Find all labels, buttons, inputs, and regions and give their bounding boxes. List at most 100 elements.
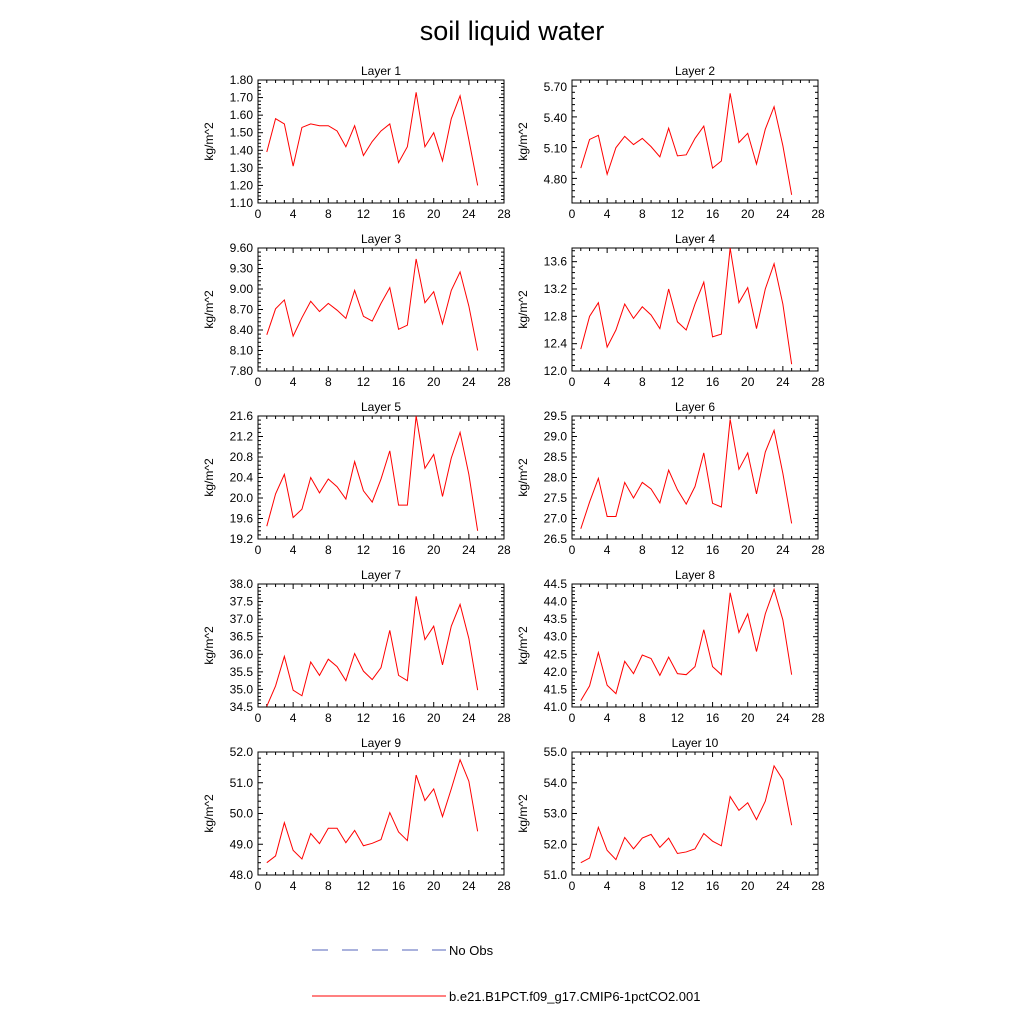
x-tick-label: 24 bbox=[776, 543, 790, 557]
y-tick-label: 7.80 bbox=[230, 364, 254, 378]
y-tick-label: 19.2 bbox=[230, 532, 254, 546]
y-tick-label: 20.4 bbox=[230, 471, 254, 485]
y-tick-label: 21.2 bbox=[230, 430, 254, 444]
y-tick-label: 1.70 bbox=[230, 91, 254, 105]
panel-8: Layer 8 0 4 8 12 16 20 24 28 41.0 41.5 42.0 42.5 43.0… bbox=[516, 568, 825, 725]
x-tick-label: 24 bbox=[776, 711, 790, 725]
x-tick-label: 24 bbox=[462, 879, 476, 893]
y-tick-label: 5.70 bbox=[544, 80, 568, 94]
y-tick-label: 9.60 bbox=[230, 241, 254, 255]
x-tick-label: 4 bbox=[604, 543, 611, 557]
panel-7: Layer 7 0 4 8 12 16 20 24 28 34.5 35.0 35.5 36.0 36.5… bbox=[202, 568, 511, 725]
x-tick-label: 0 bbox=[569, 375, 576, 389]
panel-6: Layer 6 0 4 8 12 16 20 24 28 26.5 27.0 27.5 28.0 28.5… bbox=[516, 400, 825, 557]
y-tick-label: 28.5 bbox=[544, 450, 568, 464]
x-tick-label: 16 bbox=[392, 711, 406, 725]
series-line bbox=[580, 764, 793, 864]
panel-title: Layer 4 bbox=[675, 232, 715, 246]
y-tick-label: 1.50 bbox=[230, 126, 254, 140]
y-tick-label: 28.0 bbox=[544, 471, 568, 485]
panel-title: Layer 9 bbox=[361, 736, 401, 750]
plot-frame bbox=[257, 247, 505, 372]
x-tick-label: 28 bbox=[497, 543, 511, 557]
y-tick-label: 20.8 bbox=[230, 450, 254, 464]
y-axis-label: kg/m^2 bbox=[516, 626, 530, 665]
x-tick-label: 12 bbox=[357, 543, 371, 557]
x-tick-label: 12 bbox=[671, 375, 685, 389]
y-axis-label: kg/m^2 bbox=[202, 794, 216, 833]
y-tick-label: 51.0 bbox=[230, 776, 254, 790]
y-tick-label: 27.5 bbox=[544, 491, 568, 505]
y-tick-label: 27.0 bbox=[544, 512, 568, 526]
plot-frame bbox=[257, 751, 505, 876]
x-tick-label: 20 bbox=[741, 375, 755, 389]
y-tick-label: 51.0 bbox=[544, 868, 568, 882]
y-tick-label: 29.0 bbox=[544, 430, 568, 444]
x-tick-label: 0 bbox=[569, 543, 576, 557]
y-tick-label: 38.0 bbox=[230, 577, 254, 591]
legend-no-obs-label: No Obs bbox=[449, 943, 494, 958]
series-line bbox=[580, 247, 793, 365]
y-tick-label: 8.40 bbox=[230, 323, 254, 337]
y-tick-label: 37.0 bbox=[230, 612, 254, 626]
panel-title: Layer 10 bbox=[672, 736, 719, 750]
panel-10: Layer 10 0 4 8 12 16 20 24 28 51.0 52.0 53.0 54.0 55.… bbox=[516, 736, 825, 893]
panel-title: Layer 8 bbox=[675, 568, 715, 582]
panel-5: Layer 5 0 4 8 12 16 20 24 28 19.2 19.6 20.0 20.4 20.8… bbox=[202, 400, 511, 557]
y-tick-label: 29.5 bbox=[544, 409, 568, 423]
plot-frame bbox=[257, 583, 505, 708]
y-tick-label: 42.5 bbox=[544, 647, 568, 661]
x-tick-label: 28 bbox=[811, 879, 825, 893]
y-tick-label: 5.40 bbox=[544, 111, 568, 125]
x-tick-label: 28 bbox=[497, 711, 511, 725]
x-tick-label: 4 bbox=[604, 207, 611, 221]
x-tick-label: 28 bbox=[811, 711, 825, 725]
y-tick-label: 13.2 bbox=[544, 282, 568, 296]
series-line bbox=[266, 596, 479, 707]
plot-frame bbox=[571, 751, 819, 876]
x-tick-label: 24 bbox=[462, 543, 476, 557]
panel-title: Layer 2 bbox=[675, 64, 715, 78]
y-axis-label: kg/m^2 bbox=[516, 290, 530, 329]
figure-title: soil liquid water bbox=[420, 16, 605, 46]
x-tick-label: 16 bbox=[706, 375, 720, 389]
panel-1: Layer 1 0 4 8 12 16 20 24 28 1.10 1.20 1.30 1.40 1.50… bbox=[202, 64, 511, 221]
plot-frame bbox=[571, 79, 819, 204]
y-tick-label: 4.80 bbox=[544, 172, 568, 186]
y-tick-label: 44.0 bbox=[544, 595, 568, 609]
y-tick-label: 8.10 bbox=[230, 344, 254, 358]
y-tick-label: 41.0 bbox=[544, 700, 568, 714]
panel-title: Layer 3 bbox=[361, 232, 401, 246]
y-tick-label: 1.10 bbox=[230, 196, 254, 210]
x-tick-label: 4 bbox=[604, 711, 611, 725]
x-tick-label: 12 bbox=[357, 207, 371, 221]
x-tick-label: 4 bbox=[604, 879, 611, 893]
x-tick-label: 20 bbox=[427, 711, 441, 725]
y-tick-label: 1.30 bbox=[230, 161, 254, 175]
x-tick-label: 12 bbox=[671, 207, 685, 221]
y-tick-label: 1.20 bbox=[230, 178, 254, 192]
x-tick-label: 8 bbox=[639, 543, 646, 557]
x-tick-label: 8 bbox=[325, 879, 332, 893]
x-tick-label: 20 bbox=[427, 207, 441, 221]
x-tick-label: 8 bbox=[325, 375, 332, 389]
plot-frame bbox=[571, 415, 819, 540]
x-tick-label: 0 bbox=[255, 375, 262, 389]
x-tick-label: 12 bbox=[357, 879, 371, 893]
y-tick-label: 44.5 bbox=[544, 577, 568, 591]
y-tick-label: 1.40 bbox=[230, 143, 254, 157]
y-tick-label: 54.0 bbox=[544, 776, 568, 790]
x-tick-label: 28 bbox=[811, 543, 825, 557]
x-tick-label: 16 bbox=[706, 879, 720, 893]
x-tick-label: 28 bbox=[811, 375, 825, 389]
plot-frame bbox=[571, 583, 819, 708]
y-tick-label: 49.0 bbox=[230, 837, 254, 851]
x-tick-label: 24 bbox=[462, 711, 476, 725]
x-tick-label: 8 bbox=[325, 711, 332, 725]
x-tick-label: 4 bbox=[604, 375, 611, 389]
series-line bbox=[580, 93, 793, 195]
y-axis-label: kg/m^2 bbox=[202, 626, 216, 665]
x-tick-label: 24 bbox=[776, 879, 790, 893]
y-axis-label: kg/m^2 bbox=[202, 290, 216, 329]
